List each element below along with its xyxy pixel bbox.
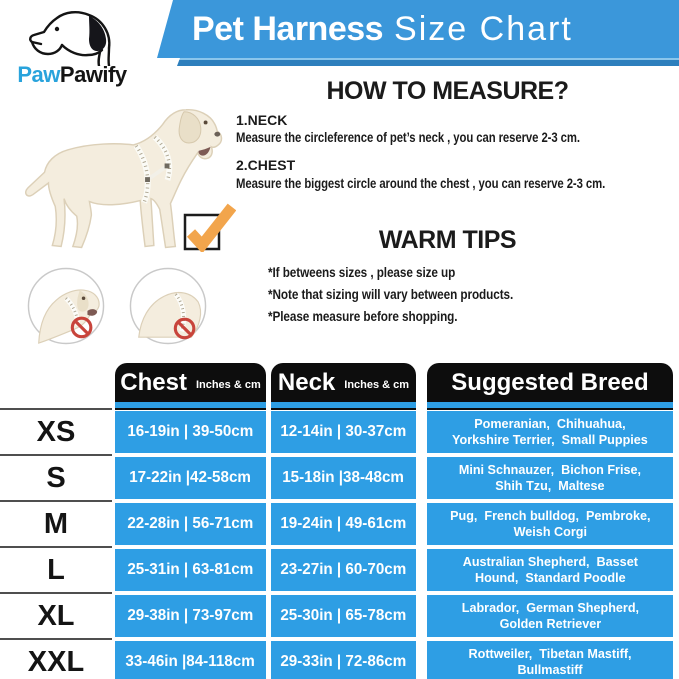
size-label-l: L [47, 553, 65, 586]
step-neck-text: Measure the circleference of pet’s neck … [236, 130, 580, 145]
neck-cell-s: 15-18in |38-48cm [271, 457, 416, 499]
how-to-measure-heading: HOW TO MEASURE? [326, 77, 569, 105]
dog-body [25, 109, 223, 249]
tip-2: *Note that sizing will vary between prod… [268, 286, 514, 302]
column-header-neck: Neck Inches & cm [271, 363, 416, 410]
column-header-breed: Suggested Breed [427, 363, 673, 410]
brand-prefix: Paw [17, 62, 60, 87]
breed-cell-s: Mini Schnauzer, Bichon Frise, Shih Tzu, … [427, 457, 673, 499]
chest-cell-s: 17-22in |42-58cm [115, 457, 266, 499]
size-label-xxl: XXL [27, 645, 85, 678]
page-title: Pet Harness Size Chart [192, 0, 573, 58]
neck-cell-l: 23-27in | 60-70cm [271, 549, 416, 591]
row-divider [0, 546, 112, 548]
dog-mouth [198, 146, 211, 156]
size-label-m: M [43, 507, 69, 540]
row-divider [0, 454, 112, 456]
breed-cell-xxl: Rottweiler, Tibetan Mastiff, Bullmastiff [427, 641, 673, 679]
header-blue-strip [115, 402, 266, 408]
brand-name: PawPawify [4, 62, 140, 88]
row-divider [0, 638, 112, 640]
chest-cell-xs: 16-19in | 39-50cm [115, 411, 266, 453]
step-chest-text: Measure the biggest circle around the ch… [236, 176, 606, 191]
tip-1: *If betweens sizes , please size up [268, 264, 456, 280]
row-divider [0, 500, 112, 502]
no-symbol-icon [173, 317, 196, 340]
size-label-s: S [46, 461, 66, 494]
neck-cell-m: 19-24in | 49-61cm [271, 503, 416, 545]
title-light-text: Size Chart [394, 9, 573, 48]
tip-3: *Please measure before shopping. [268, 308, 458, 324]
header-blue-strip [427, 402, 673, 408]
neck-cell-xxl: 29-33in | 72-86cm [271, 641, 416, 679]
title-bold-text: Pet Harness [192, 9, 384, 48]
dog-eye [203, 120, 208, 125]
wrong-example-shoulder-position [129, 267, 207, 345]
wrong-example-collar-position [27, 267, 105, 345]
brand-suffix: Pawify [59, 62, 127, 87]
column-header-chest: Chest Inches & cm [115, 363, 266, 410]
header-blue-strip [271, 402, 416, 408]
step-chest-label: 2.CHEST [236, 157, 296, 173]
neck-cell-xs: 12-14in | 30-37cm [271, 411, 416, 453]
header-banner-shadow-strip [177, 58, 679, 66]
dog-wearing-harness-image [25, 109, 223, 249]
size-label-xl: XL [37, 599, 75, 632]
size-label-xs: XS [36, 415, 76, 448]
header-banner [157, 0, 679, 58]
warm-tips-heading: WARM TIPS [378, 226, 517, 254]
breed-cell-m: Pug, French bulldog, Pembroke, Weish Cor… [427, 503, 673, 545]
chest-cell-xxl: 33-46in |84-118cm [115, 641, 266, 679]
step-neck-label: 1.NECK [236, 112, 288, 128]
orange-checkmark-icon [183, 203, 236, 252]
row-divider [0, 592, 112, 594]
dog-nose [214, 131, 221, 137]
chest-cell-xl: 29-38in | 73-97cm [115, 595, 266, 637]
dog-head-lineart-icon [29, 10, 111, 66]
dog-ear [178, 111, 202, 144]
no-symbol-icon [70, 316, 93, 339]
chest-cell-l: 25-31in | 63-81cm [115, 549, 266, 591]
breed-cell-xs: Pomeranian, Chihuahua, Yorkshire Terrier… [427, 411, 673, 453]
row-divider [0, 408, 112, 410]
neck-cell-xl: 25-30in | 65-78cm [271, 595, 416, 637]
tape-harness [133, 134, 173, 204]
chest-cell-m: 22-28in | 56-71cm [115, 503, 266, 545]
breed-cell-l: Australian Shepherd, Basset Hound, Stand… [427, 549, 673, 591]
breed-cell-xl: Labrador, German Shepherd, Golden Retrie… [427, 595, 673, 637]
